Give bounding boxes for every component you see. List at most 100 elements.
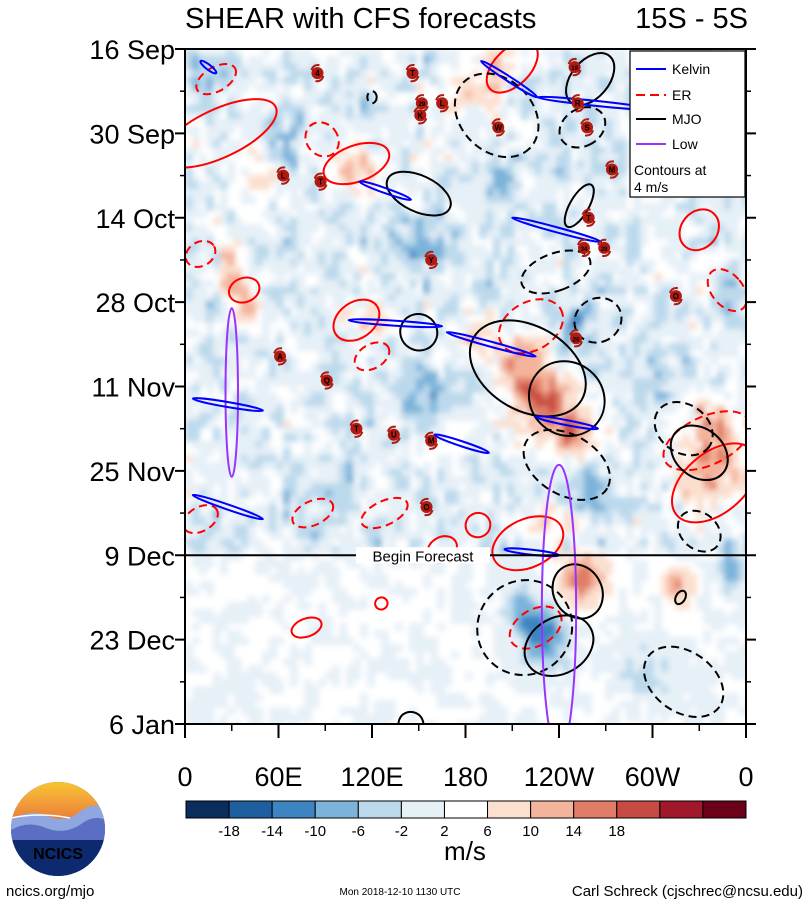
storm-marker: M xyxy=(605,160,619,179)
storm-swirl xyxy=(580,118,594,137)
storm-marker: L xyxy=(435,94,450,113)
storm-label: M xyxy=(609,166,616,175)
footer-timestamp: Mon 2018-12-10 1130 UTC xyxy=(340,887,461,898)
colorbar-tick-label: -14 xyxy=(261,823,283,840)
y-tick-label: 9 Dec xyxy=(104,541,175,571)
er-contour xyxy=(290,616,323,639)
footer-url[interactable]: ncics.org/mjo xyxy=(6,883,94,900)
storm-marker: 19 xyxy=(567,57,582,77)
er-contour xyxy=(185,504,219,535)
storm-swirl xyxy=(567,57,582,77)
x-tick-label: 60W xyxy=(625,762,681,792)
mjo-contour xyxy=(366,90,378,105)
storm-dot xyxy=(420,501,433,514)
mjo-contour xyxy=(674,589,687,606)
y-tick-label: 25 Nov xyxy=(89,457,175,487)
kelvin-contour xyxy=(445,331,537,358)
mjo-contour xyxy=(399,313,439,352)
storm-swirl xyxy=(605,160,619,179)
storm-swirl xyxy=(319,371,334,390)
storm-label: 26 xyxy=(573,337,580,343)
legend-note-2: 4 m/s xyxy=(634,179,668,195)
storm-marker: Y xyxy=(424,250,439,270)
storm-dot xyxy=(669,290,682,303)
er-contour xyxy=(195,63,237,96)
storm-label: M xyxy=(428,437,435,446)
storm-dot xyxy=(320,374,333,387)
storm-dot xyxy=(311,67,324,80)
colorbar-swatch xyxy=(616,800,661,819)
er-contour xyxy=(228,276,261,304)
storm-label: T xyxy=(586,214,591,223)
storm-label: T xyxy=(318,178,323,187)
storm-marker: Q xyxy=(319,371,334,390)
colorbar-swatch xyxy=(357,800,402,819)
storm-marker: O xyxy=(419,497,434,517)
storm-label: R xyxy=(575,99,581,108)
mjo-contour xyxy=(676,509,722,553)
storm-dot xyxy=(425,253,438,266)
storm-marker: R xyxy=(570,94,585,113)
mjo-contour xyxy=(669,424,729,482)
storm-dot xyxy=(425,434,438,447)
x-tick-label: 180 xyxy=(443,762,488,792)
y-axis: 16 Sep 30 Sep 14 Oct 28 Oct 11 Nov 25 Nov 9 De… xyxy=(89,35,756,740)
er-contour xyxy=(671,442,746,524)
storm-marker: M xyxy=(424,431,439,450)
storm-swirl xyxy=(424,431,439,450)
chart-title: SHEAR with CFS forecasts xyxy=(185,3,536,35)
storm-label: 19 xyxy=(571,66,578,72)
storm-swirl xyxy=(276,166,291,185)
er-contour xyxy=(360,496,409,530)
storm-dot xyxy=(277,169,290,182)
storm-swirl xyxy=(310,63,325,83)
mjo-contour xyxy=(476,579,574,677)
kelvin-contour xyxy=(199,59,218,75)
storm-swirl xyxy=(424,250,439,270)
storm-dot xyxy=(570,332,583,345)
colorbar-swatch xyxy=(487,800,532,819)
mjo-contour xyxy=(573,296,623,344)
colorbar: -18 -14 -10 -6 -2 2 6 10 14 18 xyxy=(185,800,747,840)
storm-swirl xyxy=(313,172,328,191)
storm-marker: K xyxy=(413,106,428,125)
storm-label: T xyxy=(410,69,415,78)
y-tick-label: 6 Jan xyxy=(109,710,175,740)
colorbar-tick-label: 18 xyxy=(608,823,625,840)
storm-swirl xyxy=(419,497,434,517)
legend-low-label: Low xyxy=(672,136,699,152)
region-label: 15S - 5S xyxy=(635,3,748,35)
mjo-contour xyxy=(520,249,592,295)
er-contour xyxy=(374,596,389,611)
colorbar-tick-label: -18 xyxy=(218,823,240,840)
storm-marker: T xyxy=(313,172,328,191)
storm-dot xyxy=(598,241,611,254)
mjo-contour xyxy=(397,710,425,724)
storm-swirl xyxy=(569,329,584,348)
colorbar-swatch xyxy=(702,800,747,819)
colorbar-tick-label: -10 xyxy=(304,823,326,840)
storm-dot xyxy=(492,121,505,134)
legend-kelvin-label: Kelvin xyxy=(672,61,710,77)
storm-swirl xyxy=(581,208,596,227)
storm-swirl xyxy=(273,347,288,366)
er-contour xyxy=(353,341,391,372)
er-contour xyxy=(332,298,381,342)
colorbar-tick-label: 6 xyxy=(483,823,491,840)
er-contour xyxy=(464,511,492,539)
legend-mjo-label: MJO xyxy=(672,111,702,127)
colorbar-swatch xyxy=(573,800,618,819)
storm-dot xyxy=(568,61,581,74)
colorbar-swatch xyxy=(443,800,489,819)
storm-swirl xyxy=(413,106,428,125)
storm-dot xyxy=(387,428,400,441)
storm-marker: A xyxy=(273,347,288,366)
kelvin-contour xyxy=(534,415,599,431)
x-tick-label: 0 xyxy=(177,762,192,792)
storm-label: O xyxy=(673,292,679,301)
storm-label: W xyxy=(494,123,502,132)
er-contour xyxy=(706,268,746,313)
storm-marker: O xyxy=(668,286,683,306)
storm-label: L xyxy=(440,99,445,108)
y-tick-label: 23 Dec xyxy=(89,626,175,656)
